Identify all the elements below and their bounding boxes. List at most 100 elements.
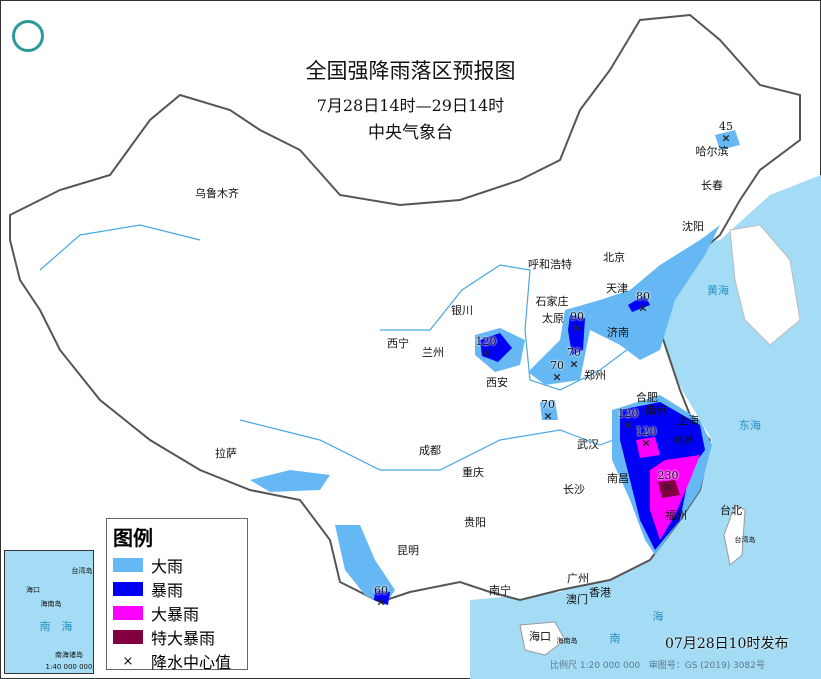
inset-label: 海南岛 (40, 600, 62, 608)
issuer: 中央气象台 (368, 123, 453, 143)
rain-extreme-rainstorm-area (658, 480, 680, 498)
rain-rainstorm-area (480, 333, 512, 362)
city-label: 拉萨 (215, 447, 237, 460)
rain-rainstorm-area (568, 315, 585, 355)
city-label: 台北 (720, 504, 742, 517)
city-label: 长沙 (563, 483, 585, 496)
city-label: 海口 (529, 630, 551, 643)
inset-label: 南 (39, 620, 51, 633)
rain-center-marker-icon: × (481, 346, 491, 360)
city-label: 合肥 (636, 391, 658, 404)
island-label: 海南岛 (556, 637, 578, 645)
rain-center-value: 120 (635, 425, 657, 438)
city-label: 郑州 (584, 369, 606, 382)
map-scale: 比例尺 1:20 000 000 审图号：GS (2019) 3082号 (550, 661, 765, 671)
city-label: 济南 (607, 326, 629, 339)
publish-time: 07月28日10时发布 (665, 636, 789, 652)
cma-logo (12, 20, 44, 52)
forecast-period: 7月28日14时—29日14时 (316, 96, 505, 115)
city-label: 福州 (665, 509, 687, 522)
sea-label: 黄海 (707, 284, 729, 297)
rain-center-marker-icon: × (663, 480, 673, 494)
rain-heavy-area (335, 525, 395, 605)
tarim-river (39, 224, 201, 271)
inset-scale: 1:40 000 000 (45, 663, 93, 671)
city-label: 上海 (677, 414, 699, 427)
inset-label: 南海诸岛 (55, 651, 83, 659)
sea-label: 南 (609, 632, 621, 645)
rain-heavy-area (715, 130, 740, 150)
city-label: 天津 (606, 282, 628, 295)
city-label: 哈尔滨 (695, 145, 729, 158)
legend-item-heavy-rain: 大雨 (113, 553, 247, 577)
legend-item-center-value: × 降水中心值 (113, 649, 247, 673)
rain-center-value: 70 (550, 359, 564, 372)
city-label: 兰州 (422, 346, 444, 359)
city-label: 重庆 (462, 466, 484, 479)
legend-item-rainstorm: 暴雨 (113, 577, 247, 601)
rain-center-value: 230 (657, 469, 679, 482)
inset-label: 海 (61, 620, 73, 633)
city-label: 太原 (542, 312, 564, 325)
city-label: 石家庄 (535, 295, 569, 308)
rain-rainstorm-area (374, 590, 390, 605)
map-title: 全国强降雨落区预报图 (305, 59, 516, 83)
rain-heavy-rainstorm-area (650, 455, 700, 540)
hainan-landmass (519, 621, 566, 656)
legend-item-heavy-rainstorm: 大暴雨 (113, 601, 247, 625)
city-label: 银川 (451, 304, 473, 317)
city-label: 南宁 (489, 584, 511, 597)
rain-center-value: 120 (475, 335, 497, 348)
cross-icon: × (122, 653, 134, 669)
city-label: 南昌 (607, 472, 629, 485)
city-label: 广州 (567, 572, 589, 585)
korea-landmass (729, 224, 801, 346)
rain-rainstorm-area (628, 295, 650, 312)
legend-title: 图例 (113, 526, 153, 550)
inset-label: 海口 (26, 586, 40, 594)
city-label: 北京 (603, 251, 625, 264)
rain-center-marker-icon: × (638, 301, 648, 315)
rain-center-marker-icon: × (572, 321, 582, 335)
city-label: 沈阳 (682, 220, 704, 233)
south-china-sea-inset: 海口 海南岛 台湾岛 南 海 南海诸岛 1:40 000 000 (4, 550, 94, 674)
rain-center-marker-icon: × (569, 357, 579, 371)
rain-center-value: 90 (570, 310, 584, 323)
rain-heavy-area (250, 470, 330, 492)
city-label: 长春 (701, 179, 723, 192)
sea-label: 海 (652, 610, 664, 623)
rain-areas (250, 130, 740, 605)
inset-label: 台湾岛 (71, 567, 93, 575)
city-label: 杭州 (673, 434, 695, 447)
city-label: 成都 (419, 444, 441, 457)
rain-heavy-area (540, 400, 558, 420)
city-label: 乌鲁木齐 (195, 187, 239, 200)
rain-center-value: 70 (541, 398, 555, 411)
legend: 图例 大雨 暴雨 大暴雨 特大暴雨 × 降水中心值 (106, 518, 248, 673)
rain-heavy-rainstorm-area (636, 437, 660, 458)
city-label: 澳门 (566, 593, 588, 606)
city-label: 贵阳 (464, 516, 486, 529)
city-label: 昆明 (397, 544, 419, 557)
city-label: 武汉 (577, 438, 599, 451)
rain-center-marker-icon: × (376, 595, 386, 609)
city-label: 南京 (645, 404, 667, 417)
legend-item-extreme-rainstorm: 特大暴雨 (113, 625, 247, 649)
sea-label: 东海 (739, 419, 761, 432)
city-label: 西安 (486, 376, 508, 389)
rain-center-value: 60 (374, 584, 388, 597)
rain-center-marker-icon: × (721, 131, 731, 145)
city-label: 西宁 (387, 337, 409, 350)
rain-center-marker-icon: × (552, 370, 562, 384)
taiwan-landmass (723, 504, 746, 566)
rain-center-marker-icon: × (543, 409, 553, 423)
island-label: 台湾岛 (734, 536, 756, 544)
rain-center-value: 80 (636, 290, 650, 303)
rain-center-value: 120 (617, 407, 639, 420)
rain-center-value: 45 (719, 120, 733, 133)
rain-center-marker-icon: × (641, 436, 651, 450)
city-label: 香港 (589, 586, 611, 599)
rain-center-value: 70 (567, 346, 581, 359)
city-label: 呼和浩特 (528, 258, 572, 271)
